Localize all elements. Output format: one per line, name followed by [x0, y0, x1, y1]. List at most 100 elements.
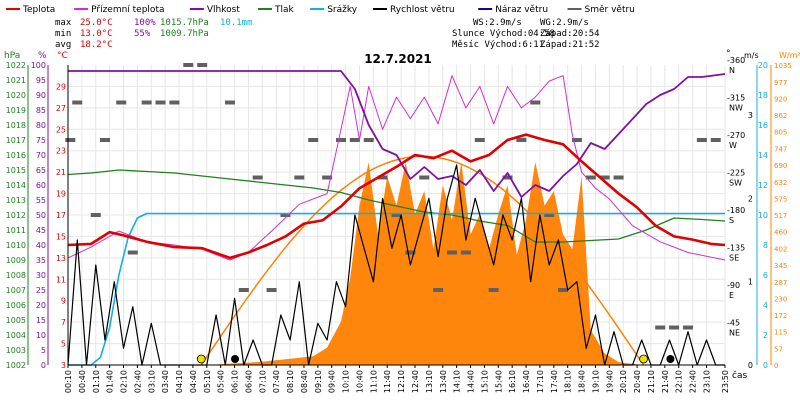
wind-direction-series — [65, 63, 721, 330]
legend-label: Přízemní teplota — [91, 5, 164, 15]
info-sun: Slunce Východ:04:58 — [452, 29, 555, 39]
tick-label-temperature: 25 — [56, 125, 66, 134]
tick-label-humidity: 20 — [36, 301, 46, 310]
tick-label-solar: 517 — [774, 212, 787, 220]
tick-label-temperature: 3 — [61, 361, 66, 370]
tick-label-solar: 862 — [774, 112, 787, 120]
tick-label-solar: 920 — [774, 95, 787, 103]
moonrise-marker — [231, 355, 240, 363]
tick-label-temperature: 5 — [61, 340, 66, 349]
legend-label: Srážky — [327, 5, 358, 15]
x-tick-label: 22:40 — [689, 370, 698, 393]
tick-label-rain: 2 — [763, 331, 768, 340]
tick-label-temperature: 7 — [61, 318, 66, 327]
legend-label: Rychlost větru — [390, 5, 455, 15]
tick-label-direction: -180 — [727, 206, 745, 215]
info-moon-set: Západ:21:52 — [540, 40, 600, 50]
wind-direction-point — [141, 100, 152, 105]
stats-block: max 25.0°C 100% 1015.7hPa 10.1mm min 13.… — [55, 18, 253, 50]
stats-min-press: 1009.7hPa — [160, 29, 209, 39]
temperature-line — [67, 133, 726, 260]
tick-label-solar: 230 — [774, 295, 787, 303]
legend-label: Teplota — [22, 5, 55, 15]
tick-label-direction: -315 — [727, 94, 745, 103]
x-tick-label: 12:40 — [411, 370, 420, 393]
tick-label-solar: 632 — [774, 179, 787, 187]
axis-unit-ms: m/s — [744, 51, 759, 60]
wind-direction-point — [266, 288, 277, 292]
moonset-marker — [666, 355, 675, 363]
wind-direction-point — [419, 175, 430, 180]
axis-unit-hpa: hPa — [4, 51, 20, 61]
wind-direction-point — [335, 138, 346, 142]
axes: 1002100310041005100610071008100910101011… — [6, 56, 792, 370]
tick-label-direction-name: W — [729, 141, 737, 150]
tick-label-direction-name: E — [729, 291, 734, 300]
x-tick-label: 20:10 — [619, 370, 628, 393]
tick-label-direction-name: N — [729, 66, 735, 75]
tick-label-direction-name: S — [729, 216, 734, 225]
tick-label-humidity: 35 — [36, 256, 46, 265]
wind-direction-point — [474, 138, 485, 142]
x-tick-label: 01:10 — [92, 370, 101, 393]
tick-label-temperature: 23 — [56, 147, 66, 156]
tick-label-pressure: 1005 — [6, 316, 26, 325]
astro-markers — [196, 354, 675, 364]
x-tick-label: 11:40 — [383, 370, 392, 393]
wind-direction-point — [433, 288, 444, 292]
tick-label-humidity: 90 — [36, 91, 46, 100]
wind-direction-point — [169, 100, 180, 105]
x-tick-label: 18:10 — [564, 370, 573, 393]
tick-label-solar: 345 — [774, 262, 787, 270]
x-tick-label: 13:10 — [425, 370, 434, 393]
tick-label-temperature: 27 — [56, 104, 66, 113]
wind-direction-point — [280, 213, 291, 217]
x-tick-label: 06:10 — [231, 370, 240, 393]
x-tick-label: 07:10 — [258, 370, 267, 393]
tick-label-solar: 402 — [774, 245, 787, 253]
x-tick-label: 11:10 — [369, 370, 378, 393]
tick-label-direction: -225 — [727, 169, 745, 178]
axis-unit-degc: °C — [57, 51, 68, 61]
sunset-marker — [639, 354, 648, 364]
tick-label-temperature: 19 — [56, 190, 66, 199]
x-tick-label: 00:10 — [64, 370, 73, 393]
x-tick-label: 02:10 — [120, 370, 129, 393]
x-tick-label: 19:40 — [605, 370, 614, 393]
ground-temp-series — [67, 75, 726, 261]
wind-direction-point — [696, 138, 707, 142]
tick-label-temperature: 11 — [56, 275, 66, 284]
tick-label-humidity: 75 — [36, 136, 46, 145]
tick-label-pressure: 1004 — [6, 331, 26, 340]
tick-label-humidity: 80 — [36, 121, 46, 130]
tick-label-temperature: 9 — [61, 297, 66, 306]
wind-direction-point — [127, 250, 138, 255]
x-tick-label: 08:10 — [286, 370, 295, 393]
tick-label-pressure: 1021 — [6, 76, 26, 85]
wind-direction-point — [516, 138, 527, 142]
wind-direction-point — [224, 100, 235, 105]
x-tick-label: 04:10 — [175, 370, 184, 393]
tick-label-humidity: 0 — [41, 361, 46, 370]
axis-unit-deg: ° — [726, 49, 731, 59]
tick-label-pressure: 1012 — [6, 211, 26, 220]
tick-label-pressure: 1020 — [6, 91, 26, 100]
x-tick-label: 14:40 — [467, 370, 476, 393]
rain-series — [68, 212, 725, 366]
stats-min-temp: 13.0°C — [80, 29, 113, 39]
wind-direction-point — [669, 325, 680, 330]
legend-label: Směr větru — [585, 5, 635, 15]
wind-direction-point — [197, 63, 208, 67]
tick-label-pressure: 1014 — [6, 181, 26, 190]
tick-label-pressure: 1002 — [6, 361, 26, 370]
wind-direction-point — [558, 288, 569, 292]
info-block: WS:2.9m/s WG:2.9m/s Slunce Východ:04:58 … — [452, 18, 600, 50]
x-tick-label: 13:40 — [439, 370, 448, 393]
tick-label-direction-name: NW — [729, 104, 743, 113]
wind-direction-point — [613, 175, 624, 180]
x-tick-label: 03:40 — [161, 370, 170, 393]
humidity-series — [68, 70, 726, 198]
tick-label-humidity: 5 — [41, 346, 46, 355]
wind-direction-point — [488, 288, 499, 292]
